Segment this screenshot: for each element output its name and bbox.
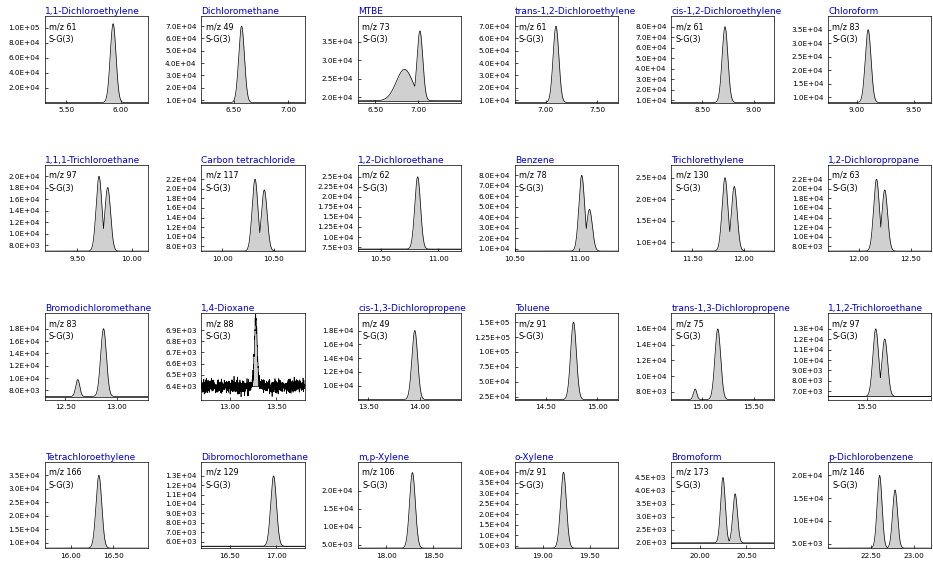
Text: p-Dichlorobenzene: p-Dichlorobenzene — [829, 452, 913, 462]
Text: m/z 97: m/z 97 — [49, 171, 77, 180]
Text: m/z 61: m/z 61 — [49, 22, 77, 31]
Text: S-G(3): S-G(3) — [675, 184, 702, 193]
Text: S-G(3): S-G(3) — [49, 332, 75, 341]
Text: Tetrachloroethylene: Tetrachloroethylene — [45, 452, 135, 462]
Text: m/z 73: m/z 73 — [362, 22, 390, 31]
Text: m/z 61: m/z 61 — [519, 22, 547, 31]
Text: Chloroform: Chloroform — [829, 7, 878, 16]
Text: 1,1-Dichloroethylene: 1,1-Dichloroethylene — [45, 7, 140, 16]
Text: m/z 117: m/z 117 — [205, 171, 238, 180]
Text: MTBE: MTBE — [358, 7, 383, 16]
Text: m/z 83: m/z 83 — [49, 320, 77, 328]
Text: S-G(3): S-G(3) — [675, 481, 702, 490]
Text: m/z 173: m/z 173 — [675, 468, 708, 477]
Text: S-G(3): S-G(3) — [519, 332, 545, 341]
Text: m/z 61: m/z 61 — [675, 22, 703, 31]
Text: m/z 129: m/z 129 — [205, 468, 238, 477]
Text: m/z 49: m/z 49 — [205, 22, 233, 31]
Text: S-G(3): S-G(3) — [675, 35, 702, 44]
Text: S-G(3): S-G(3) — [362, 35, 388, 44]
Text: cis-1,2-Dichloroethylene: cis-1,2-Dichloroethylene — [672, 7, 782, 16]
Text: m/z 91: m/z 91 — [519, 468, 547, 477]
Text: m/z 91: m/z 91 — [519, 320, 547, 328]
Text: S-G(3): S-G(3) — [205, 184, 231, 193]
Text: m/z 49: m/z 49 — [362, 320, 390, 328]
Text: Bromodichloromethane: Bromodichloromethane — [45, 304, 151, 313]
Text: m/z 166: m/z 166 — [49, 468, 81, 477]
Text: trans-1,2-Dichloroethylene: trans-1,2-Dichloroethylene — [515, 7, 636, 16]
Text: 1,2-Dichloropropane: 1,2-Dichloropropane — [829, 155, 920, 165]
Text: trans-1,3-Dichloropropene: trans-1,3-Dichloropropene — [672, 304, 790, 313]
Text: Dichloromethane: Dichloromethane — [202, 7, 280, 16]
Text: S-G(3): S-G(3) — [832, 332, 857, 341]
Text: m/z 75: m/z 75 — [675, 320, 703, 328]
Text: S-G(3): S-G(3) — [832, 35, 857, 44]
Text: S-G(3): S-G(3) — [519, 481, 545, 490]
Text: S-G(3): S-G(3) — [832, 184, 857, 193]
Text: o-Xylene: o-Xylene — [515, 452, 554, 462]
Text: m/z 106: m/z 106 — [362, 468, 395, 477]
Text: S-G(3): S-G(3) — [49, 35, 75, 44]
Text: Bromoform: Bromoform — [672, 452, 722, 462]
Text: m/z 97: m/z 97 — [832, 320, 860, 328]
Text: m/z 130: m/z 130 — [675, 171, 708, 180]
Text: 1,1,1-Trichloroethane: 1,1,1-Trichloroethane — [45, 155, 140, 165]
Text: m,p-Xylene: m,p-Xylene — [358, 452, 410, 462]
Text: m/z 63: m/z 63 — [832, 171, 859, 180]
Text: S-G(3): S-G(3) — [205, 332, 231, 341]
Text: S-G(3): S-G(3) — [519, 184, 545, 193]
Text: m/z 146: m/z 146 — [832, 468, 865, 477]
Text: Dibromochloromethane: Dibromochloromethane — [202, 452, 309, 462]
Text: S-G(3): S-G(3) — [49, 481, 75, 490]
Text: S-G(3): S-G(3) — [519, 35, 545, 44]
Text: m/z 88: m/z 88 — [205, 320, 233, 328]
Text: Carbon tetrachloride: Carbon tetrachloride — [202, 155, 296, 165]
Text: Benzene: Benzene — [515, 155, 554, 165]
Text: 1,1,2-Trichloroethane: 1,1,2-Trichloroethane — [829, 304, 923, 313]
Text: cis-1,3-Dichloropropene: cis-1,3-Dichloropropene — [358, 304, 466, 313]
Text: S-G(3): S-G(3) — [362, 481, 388, 490]
Text: m/z 62: m/z 62 — [362, 171, 390, 180]
Text: m/z 83: m/z 83 — [832, 22, 859, 31]
Text: S-G(3): S-G(3) — [205, 35, 231, 44]
Text: S-G(3): S-G(3) — [205, 481, 231, 490]
Text: S-G(3): S-G(3) — [362, 184, 388, 193]
Text: Trichlorethylene: Trichlorethylene — [672, 155, 745, 165]
Text: 1,4-Dioxane: 1,4-Dioxane — [202, 304, 256, 313]
Text: Toluene: Toluene — [515, 304, 550, 313]
Text: S-G(3): S-G(3) — [362, 332, 388, 341]
Text: 1,2-Dichloroethane: 1,2-Dichloroethane — [358, 155, 445, 165]
Text: S-G(3): S-G(3) — [675, 332, 702, 341]
Text: S-G(3): S-G(3) — [832, 481, 857, 490]
Text: S-G(3): S-G(3) — [49, 184, 75, 193]
Text: m/z 78: m/z 78 — [519, 171, 547, 180]
